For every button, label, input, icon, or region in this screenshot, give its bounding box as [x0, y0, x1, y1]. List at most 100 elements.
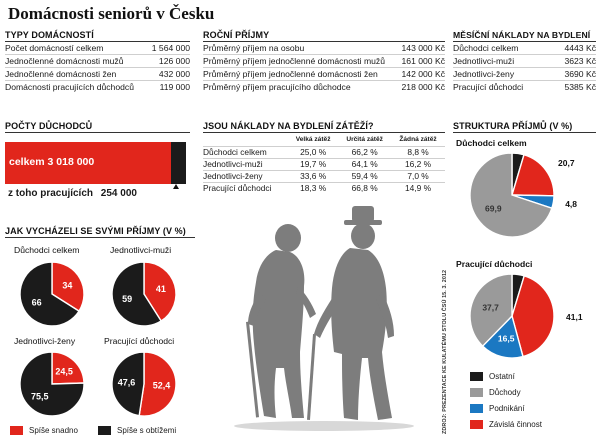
pie-title: Důchodci celkem — [456, 138, 527, 148]
table-header-row: Velká zátěž Určitá zátěž Žádná zátěž — [203, 134, 445, 147]
row-value: 4443 Kč — [564, 43, 596, 53]
pocty-divider — [5, 132, 190, 133]
row-value: 5385 Kč — [564, 82, 596, 92]
row-label: Důchodci celkem — [203, 146, 288, 159]
seniors-silhouette-illustration — [234, 206, 414, 431]
cell: 66,2 % — [338, 146, 392, 159]
pie-value-label: 34 — [62, 281, 72, 291]
pie-value-label: 69,9 — [485, 204, 502, 214]
page-title: Domácnosti seniorů v Česku — [8, 4, 215, 23]
legend-item: Závislá činnost — [470, 420, 542, 430]
cell: 33,6 % — [288, 170, 339, 183]
pie-value-label: 24,5 — [55, 366, 73, 376]
zateze-divider — [203, 132, 445, 133]
cell: 66,8 % — [351, 182, 378, 193]
cell: 64,1 % — [338, 158, 392, 171]
cell: 14,9 % — [405, 182, 432, 193]
row-value: 3623 Kč — [564, 56, 596, 66]
legend-swatch — [470, 372, 483, 382]
naklady-heading: MĚSÍČNÍ NÁKLADY NA BYDLENÍ — [453, 30, 591, 40]
pie-value-label: 20,7 — [558, 158, 575, 168]
table-row: Pracující důchodci 18,3 % 66,8 % 14,9 % — [203, 182, 445, 194]
table-row: Průměrný příjem jednočlenné domácnosti m… — [203, 56, 445, 68]
table-row: Jednotlivci-muži 19,7 % 64,1 % 16,2 % — [203, 158, 445, 171]
table-row: Jednotlivci-muži 3623 Kč — [453, 56, 596, 68]
cell: 59,4 % — [338, 170, 392, 183]
pie-slice-spise-snadno — [138, 351, 177, 417]
pie-value-label: 47,6 — [118, 378, 136, 388]
cell: 19,7 % — [288, 158, 339, 171]
row-value: 126 000 — [158, 56, 190, 66]
table-row: Průměrný příjem pracujícího důchodce 218 … — [203, 82, 445, 94]
row-label: Průměrný příjem na osobu — [203, 43, 305, 53]
naklady-divider — [453, 41, 596, 42]
pie-value-label: 41 — [156, 284, 166, 294]
row-label: Průměrný příjem jednočlenné domácnosti ž… — [203, 69, 378, 79]
pie-chart-struktura-celkem: 4,620,74,869,9 — [469, 152, 577, 238]
vychazeli-heading: JAK VYCHÁZELI SE SVÝMI PŘÍJMY (v %) — [5, 226, 186, 236]
cell: 18,3 % — [300, 182, 327, 193]
col-header: Určitá zátěž — [338, 134, 392, 147]
legend-swatch — [98, 426, 111, 436]
pie-slice-spise-s-obtizemi — [111, 351, 145, 417]
row-value: 3690 Kč — [564, 69, 596, 79]
row-label: Jednotlivci-muži — [453, 56, 515, 66]
legend-swatch — [10, 426, 23, 436]
row-value: 161 000 Kč — [401, 56, 445, 66]
pie-value-label: 41,1 — [566, 312, 583, 322]
working-retirees-text: z toho pracujících 254 000 — [8, 188, 137, 199]
pie-value-label: 4,8 — [565, 199, 577, 209]
legend-label: Podnikání — [489, 404, 525, 413]
total-retirees-label: celkem 3 018 000 — [9, 156, 95, 168]
pie-chart-jednotlivci-zeny: 24,5 75,5 — [19, 351, 85, 417]
table-row: Jednotlivci-ženy 33,6 % 59,4 % 7,0 % — [203, 170, 445, 183]
pie-slice-spise-snadno — [51, 351, 85, 385]
working-value: 254 000 — [100, 188, 137, 199]
table-row: Jednočlenné domácnosti žen 432 000 — [5, 69, 190, 81]
pie-value-label: 59 — [122, 294, 132, 304]
prijmy-heading: ROČNÍ PŘÍJMY — [203, 30, 270, 40]
legend-swatch — [470, 420, 483, 430]
table-row: Průměrný příjem jednočlenné domácnosti ž… — [203, 69, 445, 81]
table-row: Počet domácností celkem 1 564 000 — [5, 43, 190, 55]
pocty-heading: POČTY DŮCHODCŮ — [5, 121, 93, 131]
table-row: Důchodci celkem 25,0 % 66,2 % 8,8 % — [203, 146, 445, 159]
struktura-divider — [453, 132, 596, 133]
legend-swatch — [470, 388, 483, 398]
row-label: Jednotlivci-ženy — [453, 69, 515, 79]
row-label: Počet domácností celkem — [5, 43, 104, 53]
row-value: 119 000 — [159, 82, 190, 92]
total-retirees-bar: celkem 3 018 000 — [5, 142, 186, 184]
typy-divider — [5, 41, 190, 42]
row-label: Jednotlivci-ženy — [203, 170, 288, 183]
pie-chart-struktura-pracujici: 4,741,116,537,7 — [469, 273, 583, 359]
col-header: Velká zátěž — [288, 134, 339, 147]
row-label: Jednotlivci-muži — [203, 158, 288, 171]
zateze-table: Velká zátěž Určitá zátěž Žádná zátěž Důc… — [203, 134, 445, 194]
pie-title: Pracující důchodci — [104, 336, 175, 346]
row-value: 218 000 Kč — [401, 82, 445, 92]
row-value: 142 000 Kč — [401, 69, 445, 79]
pie-value-label: 16,5 — [498, 333, 515, 343]
row-value: 1 564 000 — [151, 43, 190, 53]
struktura-heading: STRUKTURA PŘÍJMŮ (v %) — [453, 121, 573, 131]
table-row: Důchodci celkem 4443 Kč — [453, 43, 596, 55]
row-label: Průměrný příjem pracujícího důchodce — [203, 82, 351, 92]
table-row: Jednotlivci-ženy 3690 Kč — [453, 69, 596, 81]
row-label: Domácnosti pracujících důchodců — [5, 82, 134, 92]
pie-slice-zavisla-cinnost — [511, 274, 555, 358]
legend-label: Závislá činnost — [489, 420, 542, 429]
legend-swatch — [470, 404, 483, 414]
row-label: Jednočlenné domácnosti žen — [5, 69, 117, 79]
pie-title: Jednotlivci-ženy — [14, 336, 76, 346]
row-label: Důchodci celkem — [453, 43, 519, 53]
cell: 7,0 % — [391, 170, 445, 183]
pie-value-label: 66 — [32, 298, 42, 308]
pie-value-label: 75,5 — [31, 392, 49, 402]
pie-title: Důchodci celkem — [14, 245, 80, 255]
legend-item: Důchody — [470, 388, 521, 398]
working-retirees-bar — [171, 142, 186, 184]
legend-item: Spíše snadno — [10, 426, 78, 436]
legend-label: Důchody — [489, 388, 521, 397]
row-label: Jednočlenné domácnosti mužů — [5, 56, 124, 66]
